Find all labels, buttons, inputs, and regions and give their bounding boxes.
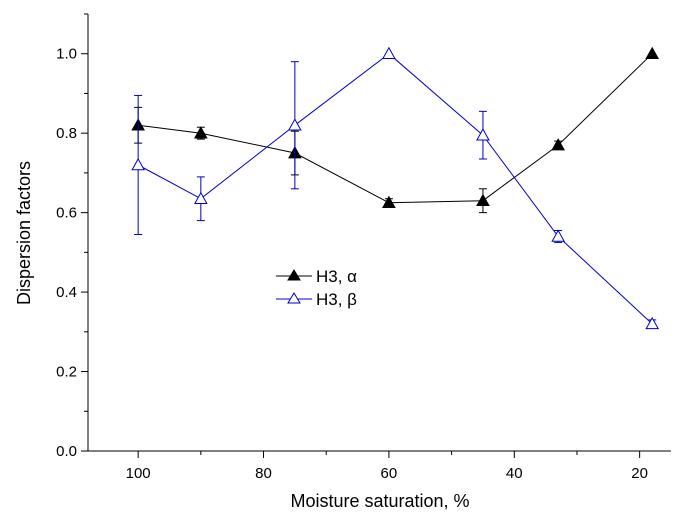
data-point [646, 48, 658, 59]
data-point [477, 129, 489, 140]
plot-area [132, 48, 658, 329]
x-tick-label: 40 [506, 465, 523, 482]
y-axis-ticks: 0.0 0.2 0.4 0.6 0.8 1.0 [56, 14, 88, 460]
series-line [138, 54, 652, 203]
series-0 [132, 48, 658, 213]
legend-label-alpha: H3, α [316, 267, 357, 286]
data-point [383, 197, 395, 208]
y-tick-label: 1.0 [56, 46, 77, 63]
data-point [552, 230, 564, 241]
legend-label-beta: H3, β [316, 290, 357, 309]
legend-marker-alpha [288, 270, 300, 280]
x-tick-label: 60 [381, 465, 398, 482]
x-tick-label: 20 [631, 465, 648, 482]
legend-marker-beta [288, 293, 300, 303]
y-tick-label: 0.8 [56, 125, 77, 142]
y-tick-label: 0.6 [56, 205, 77, 222]
series-1 [132, 48, 658, 329]
y-tick-label: 0.4 [56, 284, 77, 301]
x-axis-ticks: 100 80 60 40 20 [126, 451, 648, 482]
y-axis-label: Dispersion factors [14, 161, 34, 305]
data-point [195, 193, 207, 204]
data-point [132, 159, 144, 170]
series-line [138, 54, 652, 324]
data-point [289, 119, 301, 130]
axes [88, 14, 671, 451]
x-tick-label: 100 [126, 465, 151, 482]
legend: H3, α H3, β [276, 267, 357, 309]
y-tick-label: 0.0 [56, 443, 77, 460]
data-point [383, 48, 395, 59]
x-tick-label: 80 [255, 465, 272, 482]
data-point [477, 195, 489, 206]
x-axis-label: Moisture saturation, % [290, 491, 469, 511]
y-tick-label: 0.2 [56, 364, 77, 381]
